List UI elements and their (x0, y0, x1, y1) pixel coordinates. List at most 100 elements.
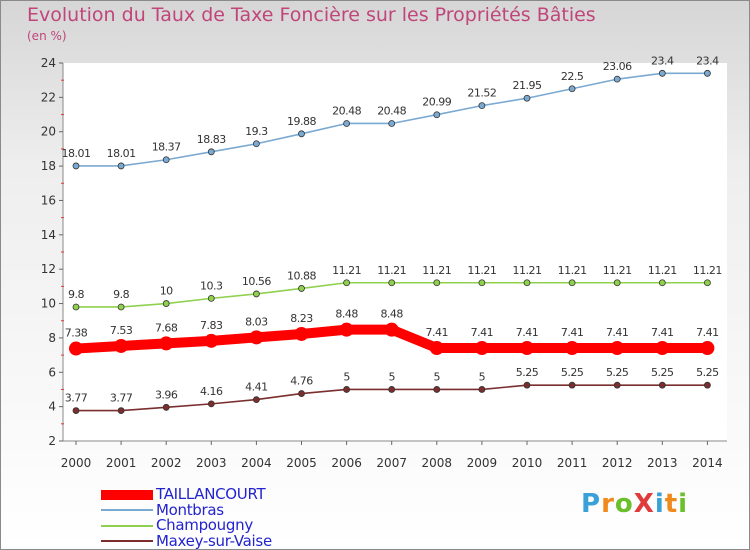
legend-label: Montbras (156, 500, 224, 519)
logo-letter: X (633, 489, 655, 519)
data-point (700, 341, 715, 356)
data-point (388, 120, 396, 127)
y-tick-label: 22 (41, 90, 56, 104)
data-label: 8.48 (335, 308, 358, 321)
legend-label: Maxey-sur-Vaise (156, 531, 272, 550)
data-point (655, 341, 670, 356)
x-tick-label: 2009 (467, 456, 498, 470)
data-label: 19.88 (287, 115, 316, 128)
data-label: 5 (479, 370, 486, 383)
data-label: 9.8 (68, 288, 84, 301)
legend-swatch (101, 540, 153, 543)
data-point (523, 381, 531, 389)
data-label: 8.48 (380, 308, 403, 321)
legend-swatch (101, 489, 153, 500)
data-point (658, 279, 666, 287)
data-point (613, 381, 621, 389)
data-point (252, 290, 260, 298)
data-point (252, 396, 260, 403)
data-point (478, 386, 486, 393)
data-label: 4.41 (245, 381, 268, 394)
plot-background (63, 63, 727, 441)
x-tick-label: 2007 (376, 456, 407, 470)
data-label: 5.25 (606, 366, 629, 379)
data-point (343, 279, 351, 287)
x-tick-label: 2006 (331, 456, 362, 470)
data-label: 11.21 (422, 264, 451, 277)
data-point (610, 341, 625, 356)
data-label: 5.25 (561, 366, 584, 379)
data-point (568, 279, 576, 287)
logo-letter: o (614, 489, 634, 519)
data-label: 11.21 (603, 264, 632, 277)
data-point (117, 407, 125, 414)
data-label: 7.41 (426, 326, 449, 339)
logo-letter: r (601, 489, 615, 519)
y-tick-label: 14 (41, 228, 56, 242)
data-point (388, 279, 396, 287)
data-point (204, 333, 219, 348)
y-tick-label: 6 (48, 365, 56, 379)
data-point (294, 326, 309, 341)
data-point (520, 341, 534, 356)
data-label: 21.52 (467, 87, 496, 100)
x-tick-label: 2000 (61, 456, 92, 470)
data-label: 10 (160, 285, 173, 298)
data-label: 5 (388, 370, 395, 383)
data-point (704, 69, 711, 77)
data-label: 7.41 (606, 326, 629, 339)
data-point (298, 285, 305, 292)
chart-title: Evolution du Taux de Taxe Foncière sur l… (27, 4, 596, 26)
y-tick-label: 18 (41, 159, 56, 173)
data-label: 7.41 (516, 326, 539, 339)
data-label: 11.21 (377, 264, 406, 277)
x-tick-label: 2002 (151, 456, 182, 470)
data-point (613, 279, 621, 287)
data-label: 8.23 (290, 312, 313, 325)
data-point (523, 279, 531, 287)
data-label: 7.41 (561, 326, 584, 339)
data-label: 21.95 (513, 79, 542, 92)
data-label: 3.96 (155, 388, 178, 401)
data-point (384, 322, 399, 337)
data-point (114, 338, 129, 353)
data-label: 5.25 (516, 366, 539, 379)
data-label: 10.3 (200, 279, 223, 292)
y-tick-label: 16 (41, 193, 56, 207)
data-point (162, 156, 170, 164)
data-point (298, 390, 305, 397)
data-label: 7.38 (65, 327, 88, 340)
proxiti-logo: ProXiti (581, 489, 688, 519)
y-unit-label: (en %) (27, 29, 67, 43)
logo-letter: i (678, 489, 689, 519)
data-point (72, 162, 80, 170)
data-label: 20.99 (422, 96, 451, 109)
data-point (159, 336, 174, 351)
data-label: 5 (434, 370, 441, 383)
data-point (117, 303, 125, 311)
data-point (69, 341, 83, 356)
data-label: 18.83 (197, 133, 226, 146)
y-tick-label: 10 (41, 297, 56, 311)
data-label: 18.01 (62, 147, 91, 160)
legend-label: Champougny (156, 516, 253, 534)
data-point (474, 341, 489, 356)
data-label: 7.83 (200, 319, 223, 332)
legend-swatch (101, 509, 153, 512)
data-point (523, 94, 531, 102)
data-label: 11.21 (693, 264, 722, 277)
data-point (388, 386, 396, 393)
data-label: 7.68 (155, 321, 178, 334)
data-point (298, 130, 305, 138)
legend-swatch (101, 524, 153, 527)
data-label: 18.37 (152, 141, 181, 154)
data-label: 20.48 (332, 104, 361, 117)
data-point (252, 140, 260, 148)
data-point (343, 120, 351, 127)
logo-letter: i (654, 489, 665, 519)
y-tick-label: 2 (48, 434, 56, 448)
y-tick-label: 24 (41, 56, 56, 70)
data-point (117, 162, 125, 170)
data-point (704, 381, 711, 389)
y-tick-label: 12 (41, 262, 56, 276)
